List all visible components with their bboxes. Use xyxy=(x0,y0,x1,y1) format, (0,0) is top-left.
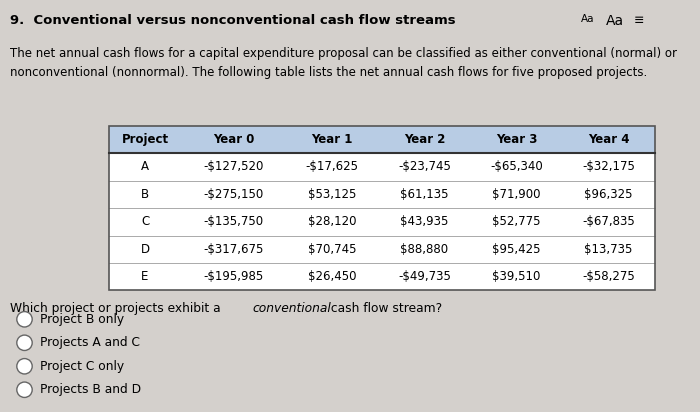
Text: A: A xyxy=(141,160,149,173)
Text: C: C xyxy=(141,215,149,228)
Text: Year 2: Year 2 xyxy=(404,133,445,146)
Text: -$135,750: -$135,750 xyxy=(204,215,264,228)
Bar xyxy=(108,153,654,290)
Text: ≡: ≡ xyxy=(634,14,644,28)
Ellipse shape xyxy=(17,382,32,398)
Text: $71,900: $71,900 xyxy=(492,188,540,201)
Text: Year 0: Year 0 xyxy=(214,133,255,146)
Text: Project B only: Project B only xyxy=(40,313,124,326)
Text: Year 4: Year 4 xyxy=(588,133,629,146)
Text: Year 1: Year 1 xyxy=(312,133,353,146)
Text: $61,135: $61,135 xyxy=(400,188,449,201)
Text: $52,775: $52,775 xyxy=(492,215,540,228)
Text: conventional: conventional xyxy=(253,302,331,315)
Text: $53,125: $53,125 xyxy=(308,188,356,201)
Text: $13,735: $13,735 xyxy=(584,243,633,256)
Ellipse shape xyxy=(17,358,32,374)
Text: Year 3: Year 3 xyxy=(496,133,537,146)
Text: cash flow stream?: cash flow stream? xyxy=(327,302,442,315)
Text: Aa: Aa xyxy=(581,14,594,24)
Text: Project C only: Project C only xyxy=(40,360,124,373)
Text: $70,745: $70,745 xyxy=(308,243,356,256)
Text: Which project or projects exhibit a: Which project or projects exhibit a xyxy=(10,302,225,315)
Text: 9.  Conventional versus nonconventional cash flow streams: 9. Conventional versus nonconventional c… xyxy=(10,14,456,28)
Text: Projects B and D: Projects B and D xyxy=(40,383,141,396)
Text: -$67,835: -$67,835 xyxy=(582,215,635,228)
Text: $88,880: $88,880 xyxy=(400,243,449,256)
Text: -$317,675: -$317,675 xyxy=(204,243,264,256)
Text: $39,510: $39,510 xyxy=(492,270,540,283)
Text: E: E xyxy=(141,270,148,283)
Text: Project: Project xyxy=(121,133,169,146)
Text: -$32,175: -$32,175 xyxy=(582,160,635,173)
Text: Aa: Aa xyxy=(606,14,624,28)
Bar xyxy=(108,126,654,290)
Text: -$23,745: -$23,745 xyxy=(398,160,451,173)
Bar xyxy=(108,126,654,153)
Ellipse shape xyxy=(17,311,32,327)
Text: D: D xyxy=(141,243,150,256)
Text: The net annual cash flows for a capital expenditure proposal can be classified a: The net annual cash flows for a capital … xyxy=(10,47,678,79)
Text: -$65,340: -$65,340 xyxy=(490,160,542,173)
Text: $26,450: $26,450 xyxy=(308,270,356,283)
Text: Projects A and C: Projects A and C xyxy=(40,336,140,349)
Text: B: B xyxy=(141,188,149,201)
Text: -$17,625: -$17,625 xyxy=(306,160,359,173)
Text: -$49,735: -$49,735 xyxy=(398,270,451,283)
Ellipse shape xyxy=(17,335,32,351)
Text: -$58,275: -$58,275 xyxy=(582,270,635,283)
Text: -$275,150: -$275,150 xyxy=(204,188,264,201)
Text: $96,325: $96,325 xyxy=(584,188,633,201)
Text: $95,425: $95,425 xyxy=(492,243,540,256)
Text: -$127,520: -$127,520 xyxy=(204,160,264,173)
Text: -$195,985: -$195,985 xyxy=(204,270,264,283)
Text: $43,935: $43,935 xyxy=(400,215,449,228)
Text: $28,120: $28,120 xyxy=(308,215,356,228)
